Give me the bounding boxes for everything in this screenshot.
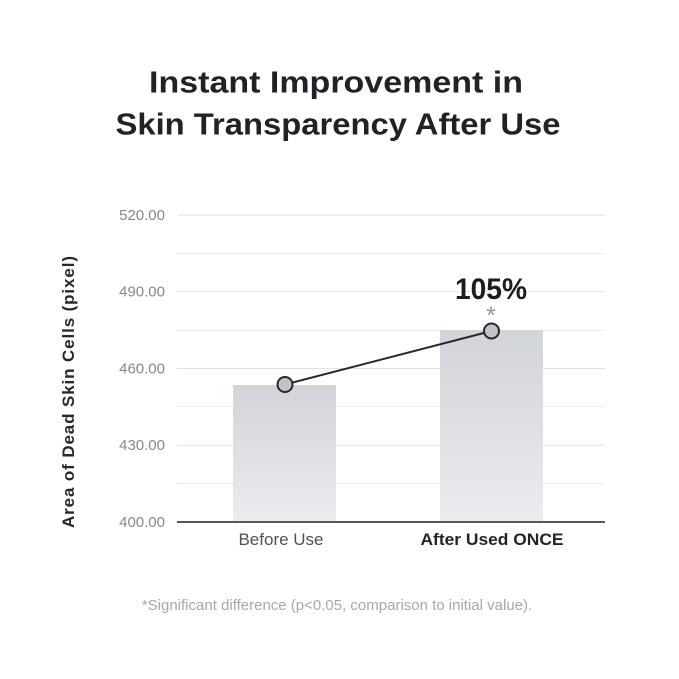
svg-text:105%: 105% xyxy=(455,273,527,306)
svg-text:520.00: 520.00 xyxy=(119,207,165,224)
svg-text:430.00: 430.00 xyxy=(119,437,165,454)
svg-text:490.00: 490.00 xyxy=(119,284,165,301)
svg-text:Instant Improvement in: Instant Improvement in xyxy=(149,65,523,100)
svg-text:Skin Transparency After Use: Skin Transparency After Use xyxy=(116,106,561,141)
svg-text:Area of Dead Skin Cells (pixel: Area of Dead Skin Cells (pixel) xyxy=(59,256,78,528)
svg-text:460.00: 460.00 xyxy=(119,360,165,377)
svg-text:After Used ONCE: After Used ONCE xyxy=(421,530,564,549)
svg-text:400.00: 400.00 xyxy=(119,514,165,531)
svg-text:Before Use: Before Use xyxy=(238,530,323,549)
svg-text:*Significant difference (p<0.0: *Significant difference (p<0.05, compari… xyxy=(142,597,532,614)
svg-text:*: * xyxy=(486,302,496,330)
